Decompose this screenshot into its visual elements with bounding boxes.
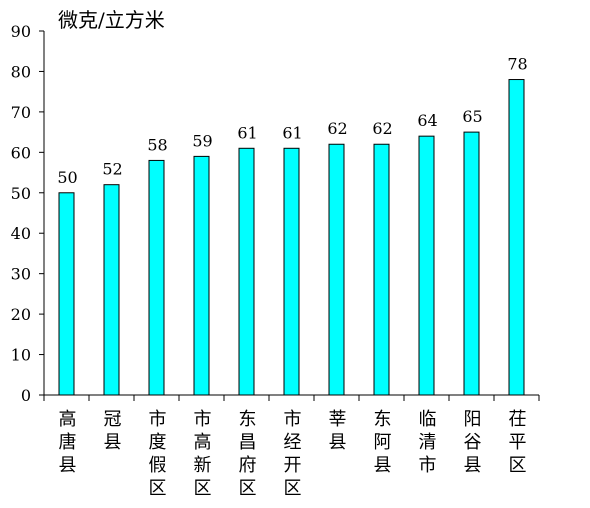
bar (508, 79, 525, 396)
data-label: 61 (237, 123, 257, 142)
y-tick-label: 10 (11, 346, 31, 365)
bars (58, 79, 525, 396)
bar (193, 155, 210, 396)
x-tick-label: 莘县 (329, 409, 347, 453)
x-tick-label: 市高新区 (194, 409, 212, 499)
y-tick-label: 40 (11, 224, 31, 243)
y-tick-label: 60 (11, 143, 31, 162)
y-tick-label: 70 (11, 103, 31, 122)
y-tick-label: 90 (11, 22, 31, 41)
y-tick-label: 30 (11, 265, 31, 284)
bar (418, 135, 435, 396)
bar (373, 143, 390, 396)
y-tick-label: 80 (11, 62, 31, 81)
x-tick-label: 市经开区 (284, 409, 302, 499)
bar (283, 147, 300, 396)
bar (328, 143, 345, 396)
y-tick-labels: 0 10 20 30 40 50 60 70 80 90 (11, 22, 31, 405)
data-label: 58 (147, 135, 167, 154)
unit-label: 微克/立方米 (58, 8, 165, 32)
data-label: 64 (417, 111, 437, 130)
data-label: 59 (192, 131, 212, 150)
x-tick-label: 冠县 (104, 409, 122, 453)
data-label: 62 (372, 119, 392, 138)
x-tick-label: 临清市 (419, 409, 437, 476)
data-label: 65 (462, 107, 482, 126)
x-tick-label: 东昌府区 (239, 409, 257, 499)
x-tick-label: 东阿县 (374, 409, 392, 476)
data-label: 78 (507, 55, 527, 74)
y-tick-label: 20 (11, 305, 31, 324)
data-label: 50 (57, 168, 77, 187)
x-tick-label: 阳谷县 (464, 409, 482, 476)
x-tick-label: 高唐县 (59, 409, 77, 476)
bar (463, 131, 480, 396)
bar (103, 184, 120, 396)
y-tick-label: 0 (21, 386, 31, 405)
x-tick-label: 茌平区 (509, 409, 527, 476)
axes (39, 30, 540, 401)
data-labels: 50 52 58 59 61 61 62 62 64 65 78 (57, 55, 527, 187)
data-label: 52 (102, 160, 122, 179)
bar (58, 192, 75, 396)
data-label: 61 (282, 123, 302, 142)
data-label: 62 (327, 119, 347, 138)
x-tick-label: 市度假区 (149, 409, 167, 499)
bar (238, 147, 255, 396)
y-tick-label: 50 (11, 184, 31, 203)
bar (148, 159, 165, 396)
x-tick-labels: 高唐县 冠县 市度假区 市高新区 东昌府区 市经开区 莘县 东阿县 临清市 阳谷县 茌平区 (59, 409, 527, 499)
